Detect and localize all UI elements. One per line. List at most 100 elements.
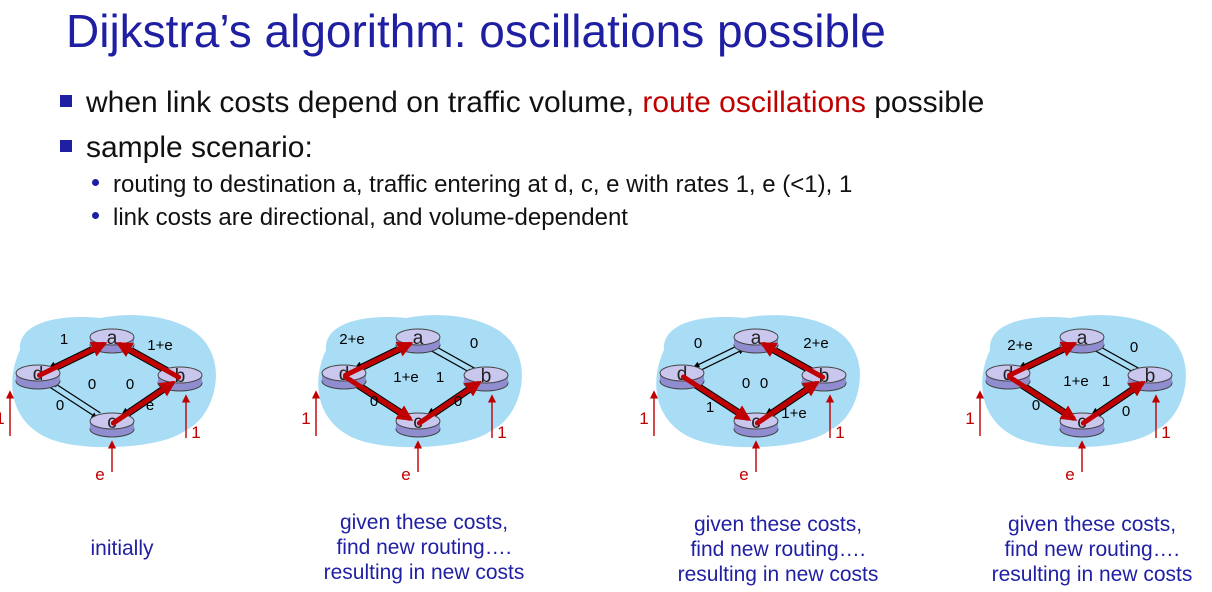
link-line <box>355 386 404 419</box>
network-cloud <box>318 315 522 448</box>
link-cost-label: 0 <box>760 375 768 392</box>
caption-line: find new routing…. <box>690 538 866 561</box>
traffic-input-label: 1 <box>191 423 200 442</box>
traffic-input-label: e <box>95 465 104 480</box>
link-line <box>696 348 745 373</box>
router-label: a <box>751 328 762 349</box>
caption-line: given these costs, <box>339 511 509 534</box>
link-cost-label: 1+e <box>1063 373 1088 390</box>
link-line <box>431 343 476 370</box>
traffic-input-label: 1 <box>1161 423 1170 442</box>
square-bullet-icon <box>60 140 72 153</box>
link-cost-label: 2+e <box>1007 337 1032 354</box>
router-label: d <box>677 364 688 385</box>
link-line <box>428 348 473 375</box>
link-cost-label: 2+e <box>339 331 364 348</box>
router-label: b <box>1145 366 1156 387</box>
route-arrow <box>680 374 752 421</box>
link-line <box>52 381 101 414</box>
route-arrow <box>110 380 176 426</box>
dot-bullet-icon <box>92 212 99 220</box>
traffic-input-label: 1 <box>965 409 974 428</box>
link-line <box>1092 348 1137 375</box>
route-arrow <box>759 342 826 380</box>
link-cost-label: 0 <box>126 376 134 393</box>
bullet-text: sample scenario: <box>86 131 313 164</box>
link-cost-label: 0 <box>454 393 462 410</box>
caption-step-1: given these costs, find new routing…. re… <box>284 510 564 585</box>
link-cost-label: 2+e <box>803 335 828 352</box>
link-cost-label: 0 <box>1032 397 1040 414</box>
sub-bullet-text: link costs are directional, and volume-d… <box>113 204 628 231</box>
square-bullet-icon <box>60 95 72 108</box>
sub-bullet-text: routing to destination a, traffic enteri… <box>113 171 853 198</box>
route-arrow <box>416 380 482 426</box>
link-cost-label: 1+e <box>147 337 172 354</box>
router-a: a <box>395 328 441 354</box>
caption-line: given these costs, <box>693 513 863 536</box>
router-a: a <box>733 328 779 354</box>
link-line <box>49 386 98 419</box>
traffic-input-label: 1 <box>0 409 5 428</box>
caption-line: find new routing…. <box>336 536 512 559</box>
highlighted-text: route oscillations <box>642 86 866 119</box>
dot-bullet-icon <box>92 179 99 187</box>
link-line <box>1019 343 1068 368</box>
traffic-input-label: 1 <box>497 423 506 442</box>
link-cost-label: 0 <box>694 335 702 352</box>
sub-bullet-link-costs: link costs are directional, and volume-d… <box>92 204 628 232</box>
router-label: a <box>413 328 424 349</box>
bullet-traffic-volume: when link costs depend on traffic volume… <box>60 86 984 120</box>
network-diagrams: abcd11+e000e11eabcd2+e01+e10011eabcd02+e… <box>0 315 1186 480</box>
sub-bullet-routing: routing to destination a, traffic enteri… <box>92 171 852 199</box>
route-arrow <box>1006 374 1078 421</box>
route-arrow <box>1080 380 1146 426</box>
link-cost-label: 0 <box>470 335 478 352</box>
link-cost-label: 1 <box>60 331 68 348</box>
traffic-input-label: 1 <box>835 423 844 442</box>
caption-line: initially <box>90 537 154 560</box>
network-cloud <box>656 315 860 448</box>
caption-line: resulting in new costs <box>677 563 879 586</box>
link-line <box>693 343 742 368</box>
caption-line: resulting in new costs <box>991 563 1193 586</box>
link-cost-label: 1+e <box>781 405 806 422</box>
caption-line: find new routing…. <box>1004 538 1180 561</box>
network-cloud <box>982 315 1186 448</box>
link-line <box>355 343 404 368</box>
caption-step-2: given these costs, find new routing…. re… <box>638 512 918 587</box>
router-label: b <box>481 366 492 387</box>
link-line <box>693 386 742 419</box>
link-cost-label: 0 <box>88 376 96 393</box>
link-cost-label: 1 <box>706 399 714 416</box>
bullet-text-end: possible <box>865 86 985 119</box>
bullet-text: when link costs depend on traffic volume… <box>86 86 643 119</box>
slide-title: Dijkstra’s algorithm: oscillations possi… <box>66 5 886 57</box>
router-label: a <box>1077 328 1088 349</box>
caption-line: given these costs, <box>1007 513 1177 536</box>
router-b: b <box>1127 366 1173 392</box>
traffic-input-label: e <box>401 465 410 480</box>
caption-line: resulting in new costs <box>323 561 525 584</box>
traffic-input-label: e <box>739 465 748 480</box>
link-line <box>1019 386 1068 419</box>
link-cost-label: 1 <box>1102 373 1110 390</box>
network-cloud <box>12 315 216 448</box>
link-line <box>49 343 98 368</box>
bullet-sample-scenario: sample scenario: <box>60 131 313 165</box>
router-label: a <box>107 328 118 349</box>
traffic-input-label: e <box>1065 465 1074 480</box>
route-arrow <box>115 342 182 380</box>
link-line <box>1095 343 1140 370</box>
link-cost-label: 0 <box>742 375 750 392</box>
link-cost-label: 0 <box>1130 339 1138 356</box>
traffic-input-label: 1 <box>301 409 310 428</box>
link-cost-label: 0 <box>56 397 64 414</box>
caption-step-3: given these costs, find new routing…. re… <box>952 512 1212 587</box>
route-arrow <box>754 380 820 426</box>
link-cost-label: 0 <box>370 393 378 410</box>
route-arrow <box>1006 341 1078 378</box>
